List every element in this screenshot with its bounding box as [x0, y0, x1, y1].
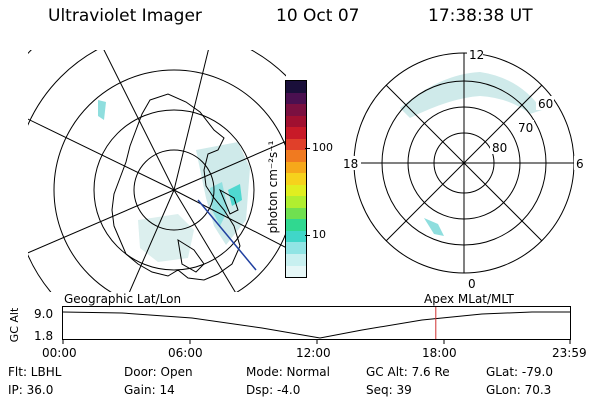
mlat-label-70: 70 [518, 121, 533, 135]
colorbar-swatch [286, 115, 306, 128]
altitude-curve [62, 311, 570, 339]
mlt-label-0: 0 [468, 277, 476, 291]
door-value: Door: Open [124, 365, 193, 379]
aurora-oval-patch [400, 72, 542, 118]
mlat-label-80: 80 [492, 141, 507, 155]
alt-tick-high: 9.0 [34, 307, 54, 321]
colorbar-swatch [286, 138, 306, 151]
colorbar-swatch [286, 104, 306, 116]
time-label: 17:38:38 UT [428, 6, 533, 26]
colorbar-tick-100: 100 [312, 141, 333, 154]
date-label: 10 Oct 07 [276, 6, 360, 26]
coastline-detail [177, 238, 205, 273]
lon-line [103, 50, 175, 191]
coastline [111, 93, 241, 281]
colorbar-label: photon cm⁻²s⁻¹ [266, 140, 280, 234]
x-tick-label: 06:00 [168, 346, 203, 360]
mlt-label-12: 12 [469, 48, 484, 62]
colorbar-swatch [286, 173, 306, 185]
aurora-patch [138, 214, 194, 262]
lon-line [28, 118, 175, 191]
mlat-label-60: 60 [538, 97, 553, 111]
mlt-label-6: 6 [576, 157, 584, 171]
gc-alt-axis-label: GC Alt [8, 307, 21, 343]
x-tick-label: 18:00 [422, 346, 457, 360]
strip-frame [62, 306, 571, 340]
lon-line [173, 189, 286, 249]
mode-value: Mode: Normal [246, 365, 330, 379]
terminator-line [197, 199, 257, 271]
colorbar-swatch [286, 230, 306, 243]
colorbar-swatch [286, 219, 306, 231]
x-tick-label: 23:59 [552, 346, 587, 360]
colorbar-tick [305, 148, 310, 149]
altitude-strip [62, 306, 571, 344]
left-map-caption: Geographic Lat/Lon [64, 292, 182, 306]
right-map-caption: Apex MLat/MLT [424, 292, 514, 306]
colorbar-swatch [286, 207, 306, 220]
colorbar [285, 80, 307, 278]
aurora-patch [228, 184, 242, 206]
x-tick-label: 12:00 [296, 346, 331, 360]
glat-value: GLat: -79.0 [486, 365, 553, 379]
colorbar-swatch [286, 161, 306, 174]
colorbar-swatch [286, 242, 306, 254]
colorbar-swatch [286, 92, 306, 105]
geographic-map [28, 50, 286, 292]
colorbar-swatch [286, 253, 306, 266]
colorbar-swatch [286, 81, 306, 93]
lon-line [28, 189, 175, 254]
aurora-oval-patch [424, 218, 444, 236]
lat-circle [53, 69, 286, 292]
colorbar-tick-10: 10 [312, 228, 326, 241]
x-tick-label: 00:00 [42, 346, 77, 360]
lon-line [173, 189, 236, 292]
colorbar-swatch [286, 196, 306, 208]
colorbar-swatch [286, 265, 306, 278]
aurora-patch [98, 100, 106, 120]
colorbar-swatch [286, 150, 306, 162]
filter-value: Flt: LBHL [8, 365, 62, 379]
colorbar-tick [305, 235, 310, 236]
lon-line [173, 50, 209, 191]
dsp-value: Dsp: -4.0 [246, 383, 301, 397]
magnetic-polar-plot: 12 18 6 0 60 70 80 [341, 48, 586, 291]
ip-value: IP: 36.0 [8, 383, 54, 397]
seq-value: Seq: 39 [366, 383, 412, 397]
glon-value: GLon: 70.3 [486, 383, 552, 397]
gain-value: Gain: 14 [124, 383, 175, 397]
alt-tick-low: 1.8 [34, 329, 54, 343]
gc-alt-value: GC Alt: 7.6 Re [366, 365, 450, 379]
colorbar-swatch [286, 127, 306, 139]
mlt-label-18: 18 [343, 157, 358, 171]
instrument-title: Ultraviolet Imager [48, 6, 202, 26]
colorbar-swatch [286, 184, 306, 197]
coastline-detail [218, 188, 239, 215]
lat-circle [93, 109, 255, 271]
lat-circle [133, 149, 215, 231]
mlt-line [385, 84, 543, 242]
lon-line [128, 189, 175, 292]
